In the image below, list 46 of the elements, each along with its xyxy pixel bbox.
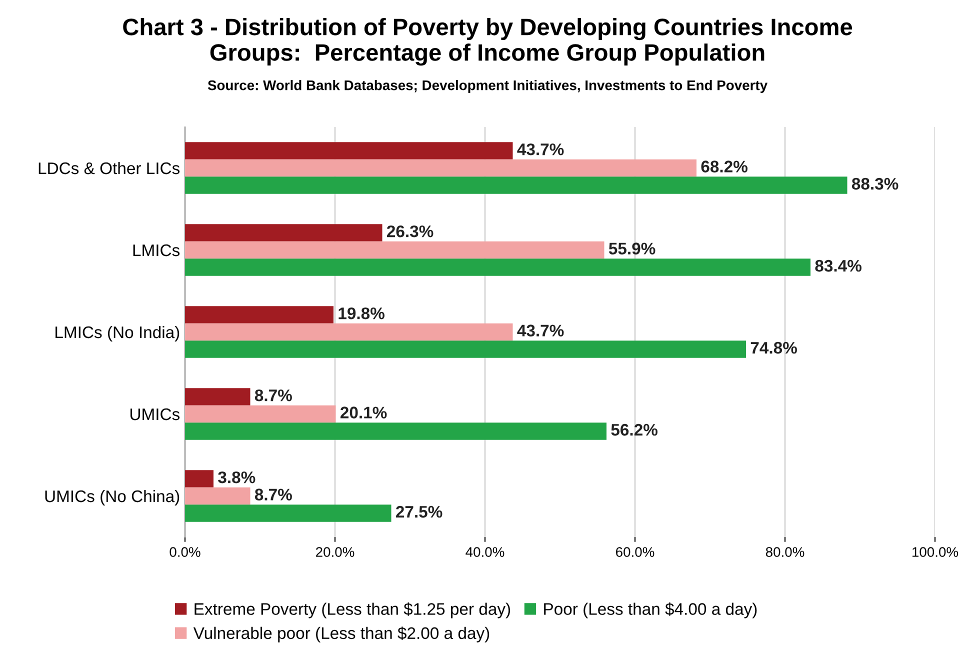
data-label: 83.4%	[815, 260, 862, 272]
legend-label: Vulnerable poor (Less than $2.00 a day)	[193, 626, 490, 642]
bar	[185, 258, 810, 276]
x-tick-label: 60.0%	[616, 547, 654, 557]
x-tick-label: 80.0%	[766, 547, 804, 557]
data-label: 56.2%	[611, 424, 658, 436]
data-label: 8.7%	[254, 389, 292, 402]
data-label: 55.9%	[608, 242, 656, 254]
bar	[185, 159, 696, 177]
chart-title: Chart 3 - Distribution of Poverty by Developing Countries Income Groups: Percentage of Income Group Population	[123, 18, 852, 66]
y-tick-label: LDCs & Other LICs	[38, 162, 180, 174]
bar	[185, 405, 336, 423]
x-tick-label: 100.0%	[912, 547, 958, 557]
x-tick-label: 0.0%	[170, 547, 200, 557]
bar	[185, 504, 392, 522]
y-tick-label: LMICs	[133, 244, 180, 256]
bar	[185, 224, 382, 242]
y-tick-label: UMICs (No China)	[45, 490, 180, 506]
data-label: 88.3%	[852, 178, 898, 190]
bar	[185, 176, 848, 194]
legend-label: Extreme Poverty (Less than $1.25 per day)	[194, 602, 510, 618]
data-label: 19.8%	[338, 307, 384, 320]
bar	[185, 306, 334, 324]
data-label: 3.8%	[218, 471, 256, 484]
bar	[185, 323, 513, 341]
data-label: 43.7%	[517, 324, 564, 336]
data-label: 68.2%	[701, 160, 748, 172]
bar	[185, 241, 604, 259]
bar	[185, 340, 746, 358]
data-label: 43.7%	[517, 143, 564, 156]
bar	[185, 487, 250, 505]
chart-subtitle: Source: World Bank Databases; Development Initiatives, Investments to End Poverty	[208, 80, 768, 93]
data-label: 26.3%	[386, 225, 434, 238]
data-label: 27.5%	[396, 506, 442, 518]
y-tick-label: LMICs (No India)	[56, 326, 180, 342]
data-label: 8.7%	[254, 488, 292, 500]
bar	[185, 142, 513, 160]
x-tick-label: 20.0%	[316, 547, 354, 557]
data-label: 74.8%	[750, 342, 797, 354]
legend-label: Poor (Less than $4.00 a day)	[544, 602, 757, 618]
bar	[185, 422, 606, 440]
x-tick-label: 40.0%	[466, 547, 504, 557]
bar	[185, 470, 214, 488]
data-label: 20.1%	[340, 406, 387, 418]
y-tick-label: UMICs	[130, 408, 180, 420]
bar	[185, 388, 250, 406]
